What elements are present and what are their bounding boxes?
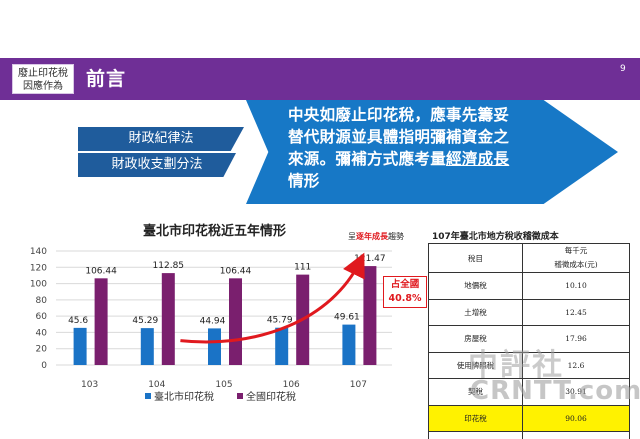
x-tick-label: 103 (81, 380, 98, 390)
table-cell-cost: 17.96 (522, 325, 630, 353)
table-cell-tax: 印花稅 (427, 404, 524, 432)
table-cell-cost: 12.45 (522, 298, 630, 326)
section-tag: 廢止印花稅 因應作為 (12, 64, 74, 94)
table-row: 地價稅 10.10 (427, 272, 630, 300)
data-label: 49.61 (334, 313, 360, 323)
table-header-cost-line1: 每千元 (564, 246, 588, 255)
x-tick-label: 107 (350, 380, 367, 390)
callout-line2: 40.8% (388, 293, 422, 304)
y-tick-label: 80 (36, 296, 48, 306)
data-label: 111 (294, 263, 311, 273)
arrow-line-1: 中央如廢止印花稅，應事先籌妥 (288, 106, 510, 124)
chart-title: 臺北市印花稅近五年情形 (143, 224, 287, 239)
trend-prefix: 呈 (348, 232, 356, 241)
y-tick-label: 60 (36, 312, 48, 322)
y-tick-label: 120 (30, 263, 47, 273)
callout-line1: 占全國 (390, 279, 420, 290)
arrow-line-3a: 來源。彌補方式應考量 (288, 150, 447, 168)
table-cell-tax: 娛樂稅 (427, 431, 524, 439)
arrow-text: 中央如廢止印花稅，應事先籌妥 替代財源並具體指明彌補資金之 來源。彌補方式應考量… (288, 104, 578, 192)
arrow-line-2: 替代財源並具體指明彌補資金之 (288, 128, 510, 146)
y-tick-label: 40 (36, 328, 48, 338)
y-tick-label: 20 (36, 345, 48, 355)
data-label: 112.85 (153, 261, 185, 271)
trend-label: 呈逐年成長趨勢 (348, 231, 404, 242)
table-cell-tax: 土增稅 (427, 298, 524, 326)
bar-national (161, 273, 175, 365)
table-cell-cost: 12.6 (522, 351, 630, 379)
table-cell-cost: 111.47 (522, 431, 630, 439)
header-bar (0, 58, 640, 100)
bar-national (229, 278, 242, 365)
data-label: 45.79 (267, 316, 293, 326)
bar-national (94, 278, 108, 365)
bar-taipei (275, 327, 289, 365)
legend-swatch (237, 393, 243, 399)
table-header-tax: 稅目 (427, 243, 524, 273)
legend-swatch (145, 393, 151, 399)
table-row: 印花稅 90.06 (427, 404, 630, 432)
section-tag-line2: 因應作為 (23, 81, 63, 92)
watermark-logo: 中評社 (468, 348, 564, 383)
table-cell-cost: 10.10 (522, 272, 630, 300)
bar-taipei (140, 328, 154, 365)
data-label: 45.29 (132, 316, 158, 326)
table-cell-cost: 30.91 (522, 378, 630, 406)
arrow-line-4: 情形 (288, 172, 320, 190)
arrow-shape (246, 100, 618, 204)
table-row: 使用牌照稅 12.6 (427, 351, 630, 379)
page-number: 9 (620, 64, 626, 74)
bar-taipei (208, 328, 221, 365)
y-tick-label: 140 (30, 247, 47, 257)
pill-fiscal-discipline-act: 財政紀律法 (78, 127, 244, 151)
table-cell-cost: 90.06 (522, 404, 630, 432)
bar-chart: 0 20 40 60 80 100 120 140 45.6 106.44 103 45.29 112.… (30, 247, 392, 403)
table-cell-tax: 使用牌照稅 (427, 351, 524, 379)
data-label: 44.94 (200, 316, 226, 326)
bar-taipei (342, 324, 356, 365)
table-header-cost-line2: 稽徵成本(元) (554, 260, 598, 269)
data-label: 106.44 (85, 266, 117, 276)
bar-taipei (73, 327, 87, 365)
x-tick-label: 106 (283, 380, 300, 390)
table-row: 房屋稅 17.96 (427, 325, 630, 353)
pill-fiscal-allocation-act: 財政收支劃分法 (78, 153, 236, 177)
page-title: 前言 (86, 68, 127, 90)
data-label: 45.6 (68, 316, 88, 326)
table-header-row: 稅目 每千元 稽徵成本(元) (427, 243, 630, 273)
legend-label: 臺北市印花稅 (154, 390, 214, 403)
table-row: 土增稅 12.45 (427, 298, 630, 326)
table-title: 107年臺北市地方稅收稽徵成本 (432, 232, 559, 242)
table-cell-tax: 地價稅 (427, 272, 524, 300)
trend-highlight: 逐年成長 (356, 232, 388, 241)
table-cell-tax: 契稅 (427, 378, 524, 406)
arrow-line-3: 來源。彌補方式應考量經濟成長 (288, 148, 578, 170)
y-tick-label: 100 (30, 280, 47, 290)
trend-suffix: 趨勢 (388, 232, 404, 241)
tax-cost-table: 稅目 每千元 稽徵成本(元) 地價稅 10.10 土增稅 12.45 房屋稅 17.96 使… (427, 243, 630, 439)
share-callout: 占全國 40.8% (383, 276, 427, 308)
arrow-line-3b: 經濟成長 (446, 150, 510, 168)
table-row: 契稅 30.91 (427, 378, 630, 406)
data-label: 121.47 (354, 254, 386, 264)
x-tick-label: 105 (215, 380, 232, 390)
table-row: 娛樂稅111.47 (427, 431, 630, 439)
bar-national (363, 266, 377, 365)
section-tag-line1: 廢止印花稅 (18, 68, 68, 79)
data-label: 106.44 (220, 266, 252, 276)
x-tick-label: 104 (148, 380, 165, 390)
legend-label: 全國印花稅 (246, 390, 296, 403)
watermark-url: CRNTT.com (470, 376, 640, 406)
y-tick-label: 0 (41, 361, 47, 371)
trend-arrow (180, 252, 365, 344)
table-header-cost: 每千元 稽徵成本(元) (522, 243, 630, 273)
